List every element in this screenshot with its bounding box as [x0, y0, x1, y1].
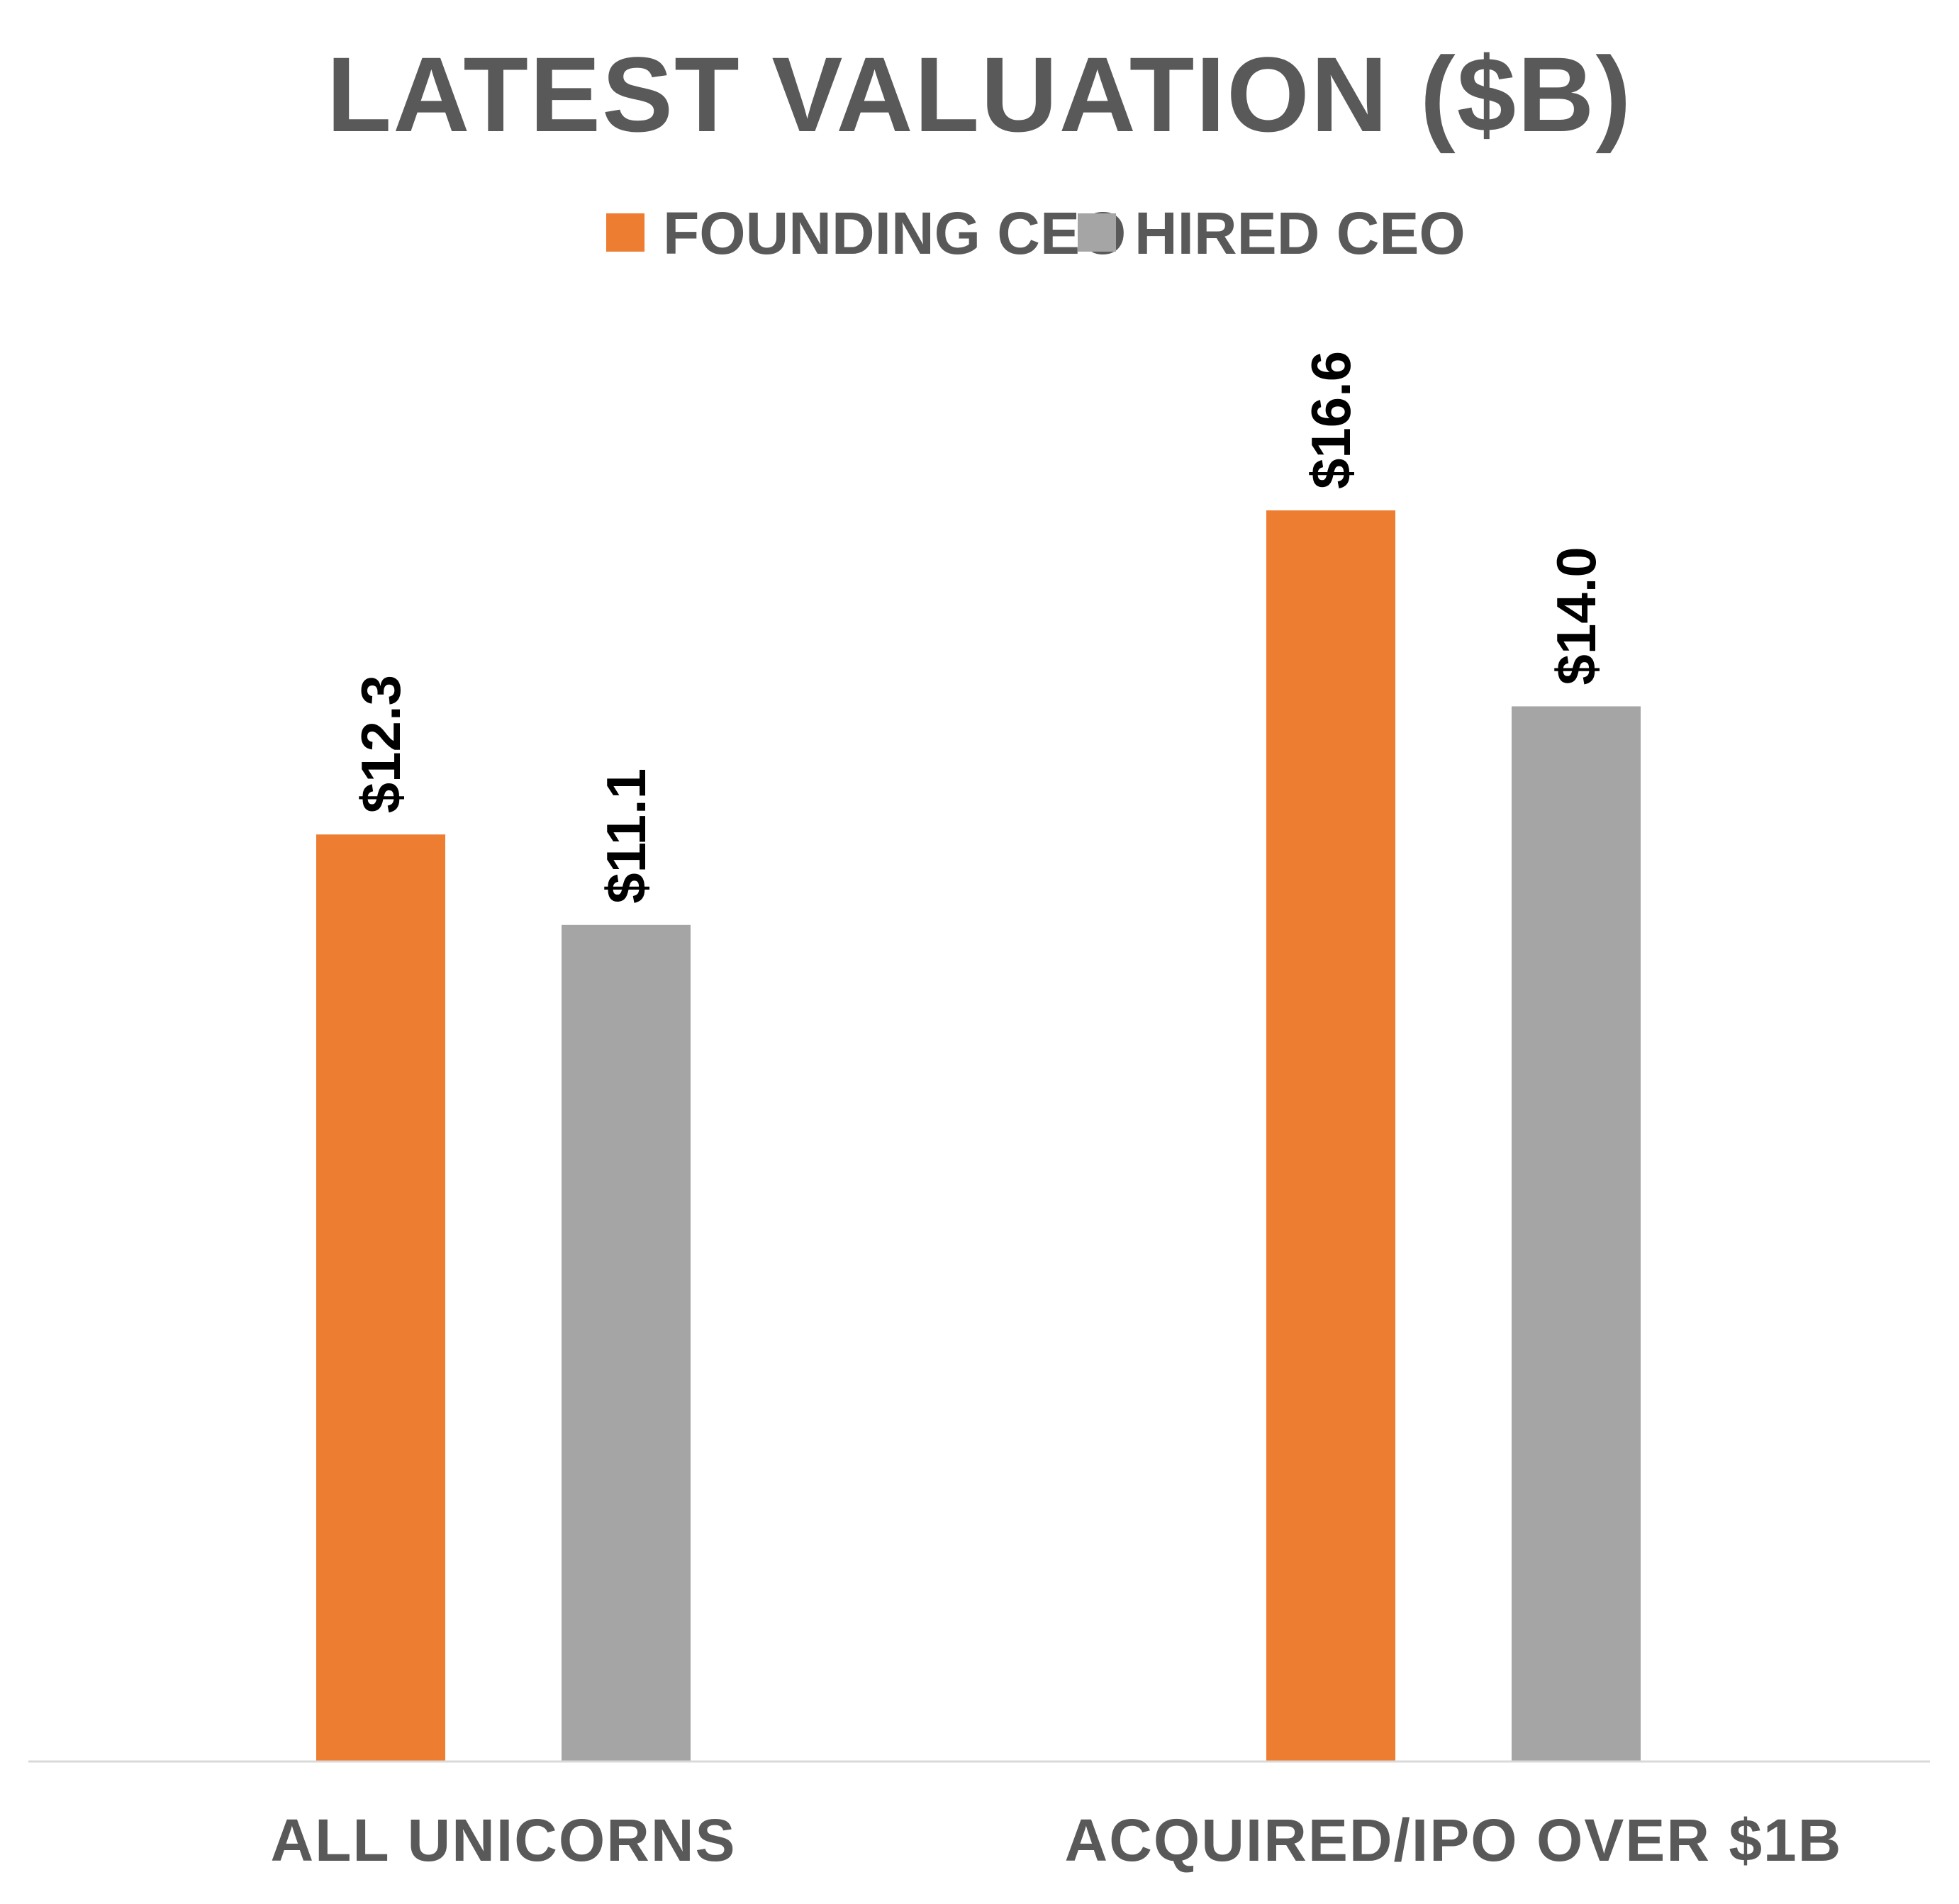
x-tick-label-acquired-ipo: ACQUIRED/IPO OVER $1B: [1065, 1807, 1843, 1874]
bar-founding-ceo-all-unicorns: [316, 834, 445, 1762]
x-axis: ALL UNICORNS ACQUIRED/IPO OVER $1B: [28, 1760, 1930, 1874]
bar-hired-ceo-acquired-ipo: [1512, 706, 1641, 1762]
legend-swatch-founding-ceo: [606, 213, 644, 252]
data-label-hired-ceo-all-unicorns: $11.1: [595, 768, 657, 904]
legend-label-hired-ceo: HIRED CEO: [1134, 200, 1466, 267]
data-label-founding-ceo-all-unicorns: $12.3: [350, 675, 412, 813]
chart-title: LATEST VALUATION ($B): [327, 35, 1633, 154]
bars-group: [316, 510, 1641, 1762]
legend-swatch-hired-ceo: [1078, 213, 1116, 252]
bar-founding-ceo-acquired-ipo: [1266, 510, 1395, 1762]
data-label-founding-ceo-acquired-ipo: $16.6: [1300, 351, 1362, 489]
data-label-hired-ceo-acquired-ipo: $14.0: [1545, 547, 1607, 685]
legend-label-founding-ceo: FOUNDING CEO: [663, 200, 1126, 267]
x-tick-label-all-unicorns: ALL UNICORNS: [270, 1807, 736, 1874]
data-labels-group: $12.3 $11.1 $16.6 $14.0: [350, 351, 1607, 904]
chart-title-group: LATEST VALUATION ($B): [327, 35, 1633, 154]
bar-hired-ceo-all-unicorns: [562, 924, 691, 1762]
legend: FOUNDING CEO HIRED CEO: [606, 200, 1466, 267]
